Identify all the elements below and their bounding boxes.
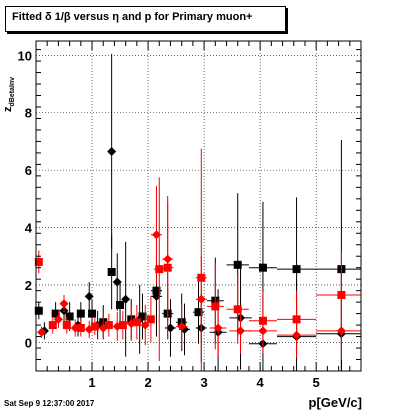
square-marker [258,263,267,272]
diamond-marker [236,326,246,336]
diamond-marker [126,319,136,329]
square-marker [51,309,60,318]
diamond-marker [59,299,69,309]
y-tick-label: 2 [25,278,32,293]
diamond-marker [151,230,161,240]
x-tick-label: 2 [144,375,151,390]
square-marker [88,309,97,318]
diamond-marker [98,323,108,333]
diamond-marker [53,314,63,324]
diamond-marker [336,326,346,336]
square-marker [233,260,242,269]
diamond-marker [196,294,206,304]
series-3 [37,185,361,360]
square-marker [104,321,113,330]
diamond-marker [70,323,80,333]
x-axis-label: p[GeV/c] [308,395,362,410]
diamond-marker [84,324,94,334]
y-tick-label: 4 [25,221,33,236]
square-marker [48,321,57,330]
title-box: Fitted δ 1/β versus η and p for Primary … [5,6,286,32]
square-marker [132,318,141,327]
square-marker [90,322,99,331]
diamond-marker [292,330,302,340]
diamond-marker [37,327,47,337]
series-2 [34,148,361,371]
diamond-marker [258,326,268,336]
square-marker [76,309,85,318]
timestamp: Sat Sep 9 12:37:00 2017 [4,399,95,408]
plot-frame [35,40,362,372]
series-1 [39,53,361,371]
y-tick-label: 0 [25,335,32,350]
x-tick-label: 3 [200,375,207,390]
diamond-marker [165,323,175,333]
square-marker [34,306,43,315]
diamond-marker [84,291,94,301]
square-marker [107,268,116,276]
y-axis-label-main: z [2,106,14,113]
square-marker [34,257,43,266]
diamond-marker [121,294,131,304]
square-marker [211,302,220,311]
y-axis-label-sub: dBetaInv [9,76,17,107]
square-marker [116,301,125,309]
diamond-marker [107,146,117,156]
x-tick-label: 5 [313,375,320,390]
square-marker [292,265,301,274]
square-marker [155,265,164,274]
square-marker [337,290,346,299]
diamond-marker [163,254,173,264]
square-marker [76,323,85,332]
x-tick-label: 4 [257,375,265,390]
diamond-marker [112,322,122,332]
diamond-marker [112,277,122,287]
series-layer [34,53,361,371]
y-tick-label: 6 [25,163,32,178]
square-marker [65,312,74,321]
diamond-marker [140,320,150,330]
y-axis-label: zdBetaInv [2,77,16,112]
grid-lines [36,41,361,371]
square-marker [138,312,147,321]
diamond-marker [213,323,223,333]
y-tick-label: 8 [25,106,32,121]
square-marker [62,321,71,330]
square-marker [194,308,203,317]
square-marker [233,305,242,314]
y-tick-label: 10 [18,48,32,63]
diamond-marker [177,322,187,332]
square-marker [118,321,127,330]
x-tick-label: 1 [88,375,95,390]
square-marker [146,315,155,324]
axis-ticks: 1 2 3 4 5 0 2 4 6 8 10 [18,41,362,390]
diamond-marker [151,291,161,301]
chart-title: Fitted δ 1/β versus η and p for Primary … [12,11,253,23]
